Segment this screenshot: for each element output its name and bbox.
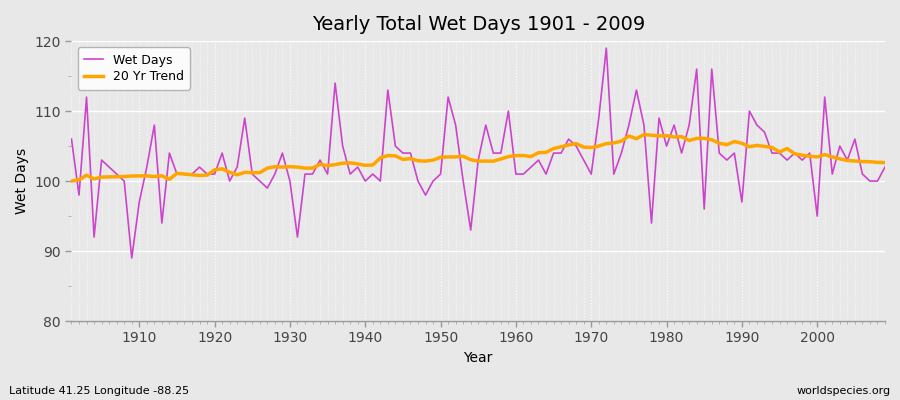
20 Yr Trend bbox=[66, 179, 77, 184]
Wet Days bbox=[510, 172, 521, 176]
20 Yr Trend bbox=[601, 141, 612, 146]
Y-axis label: Wet Days: Wet Days bbox=[15, 148, 29, 214]
Text: worldspecies.org: worldspecies.org bbox=[796, 386, 891, 396]
X-axis label: Year: Year bbox=[464, 351, 493, 365]
Wet Days bbox=[66, 137, 77, 142]
Text: Latitude 41.25 Longitude -88.25: Latitude 41.25 Longitude -88.25 bbox=[9, 386, 189, 396]
Wet Days bbox=[518, 172, 529, 176]
20 Yr Trend bbox=[292, 165, 303, 170]
Legend: Wet Days, 20 Yr Trend: Wet Days, 20 Yr Trend bbox=[77, 47, 190, 90]
20 Yr Trend bbox=[126, 174, 137, 178]
Wet Days bbox=[134, 200, 145, 204]
Wet Days bbox=[616, 151, 626, 156]
Wet Days bbox=[601, 46, 612, 50]
20 Yr Trend bbox=[338, 161, 348, 166]
Title: Yearly Total Wet Days 1901 - 2009: Yearly Total Wet Days 1901 - 2009 bbox=[311, 15, 645, 34]
Wet Days bbox=[879, 165, 890, 170]
20 Yr Trend bbox=[639, 132, 650, 137]
Wet Days bbox=[345, 172, 356, 176]
20 Yr Trend bbox=[879, 160, 890, 165]
Line: 20 Yr Trend: 20 Yr Trend bbox=[71, 134, 885, 181]
Line: Wet Days: Wet Days bbox=[71, 48, 885, 258]
Wet Days bbox=[126, 256, 137, 260]
20 Yr Trend bbox=[510, 153, 521, 158]
Wet Days bbox=[300, 172, 310, 176]
20 Yr Trend bbox=[503, 154, 514, 159]
